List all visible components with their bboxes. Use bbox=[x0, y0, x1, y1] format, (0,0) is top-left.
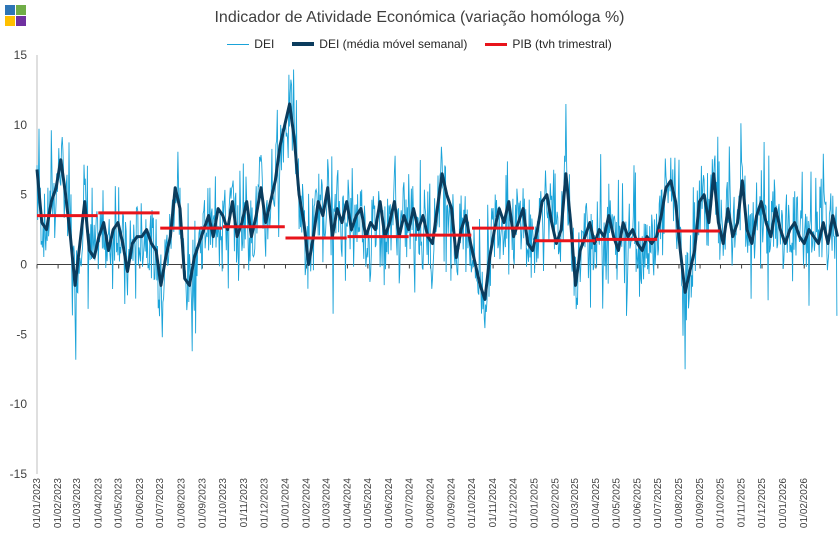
x-tick-label: 01/09/2024 bbox=[447, 478, 458, 528]
legend-label-dei-mm: DEI (média móvel semanal) bbox=[319, 37, 468, 51]
y-tick-label: -10 bbox=[10, 397, 28, 411]
x-tick-label: 01/11/2025 bbox=[737, 478, 748, 528]
y-tick-label: 0 bbox=[20, 258, 27, 272]
series-line-dei-mm bbox=[35, 102, 839, 301]
x-tick-label: 01/01/2024 bbox=[280, 478, 291, 528]
x-tick-label: 01/07/2024 bbox=[404, 478, 415, 528]
x-tick-label: 01/01/2026 bbox=[778, 478, 789, 528]
x-tick-label: 01/05/2024 bbox=[363, 478, 374, 528]
logo-square bbox=[5, 16, 15, 26]
logo-square bbox=[5, 5, 15, 15]
x-tick-label: 01/02/2026 bbox=[799, 478, 810, 528]
x-tick-label: 01/02/2025 bbox=[551, 478, 562, 528]
x-tick-label: 01/04/2023 bbox=[93, 478, 104, 528]
x-tick-label: 01/08/2024 bbox=[425, 478, 436, 528]
x-tick-label: 01/10/2024 bbox=[467, 478, 478, 528]
x-tick-label: 01/11/2024 bbox=[488, 478, 499, 528]
x-tick-label: 01/03/2023 bbox=[72, 478, 83, 528]
y-tick-label: -15 bbox=[10, 467, 28, 481]
x-tick-label: 01/03/2024 bbox=[321, 478, 332, 528]
y-tick-label: -5 bbox=[16, 327, 27, 341]
y-tick-label: 5 bbox=[20, 188, 27, 202]
x-tick-label: 01/06/2024 bbox=[384, 478, 395, 528]
legend-item-dei: DEI bbox=[227, 37, 274, 51]
x-tick-label: 01/05/2025 bbox=[611, 478, 622, 528]
y-tick-label: 10 bbox=[14, 118, 28, 132]
chart-title: Indicador de Atividade Económica (variaç… bbox=[214, 9, 625, 26]
logo-square bbox=[16, 16, 26, 26]
x-tick-label: 01/06/2023 bbox=[135, 478, 146, 528]
x-tick-label: 01/09/2023 bbox=[197, 478, 208, 528]
x-tick-label: 01/02/2024 bbox=[302, 478, 313, 528]
x-tick-label: 01/01/2023 bbox=[32, 478, 43, 528]
x-tick-label: 01/11/2023 bbox=[239, 478, 250, 528]
x-tick-label: 01/09/2025 bbox=[695, 478, 706, 528]
legend-swatch-dei bbox=[227, 43, 250, 45]
logo-square bbox=[16, 5, 26, 15]
x-tick-label: 01/01/2025 bbox=[530, 478, 541, 528]
legend-item-dei-mm: DEI (média móvel semanal) bbox=[292, 37, 467, 51]
chart-legend: DEI DEI (média móvel semanal) PIB (tvh t… bbox=[0, 37, 839, 51]
x-tick-label: 01/02/2023 bbox=[53, 478, 64, 528]
legend-swatch-pib bbox=[485, 42, 508, 46]
x-tick-label: 01/06/2025 bbox=[632, 478, 643, 528]
x-tick-label: 01/08/2023 bbox=[176, 478, 187, 528]
x-tick-label: 01/04/2024 bbox=[342, 478, 353, 528]
logo-icon bbox=[5, 5, 27, 27]
x-tick-label: 01/12/2023 bbox=[259, 478, 270, 528]
legend-label-dei: DEI bbox=[254, 37, 275, 51]
legend-swatch-dei-mm bbox=[292, 42, 315, 46]
x-tick-label: 01/10/2023 bbox=[218, 478, 229, 528]
x-tick-label: 01/08/2025 bbox=[674, 478, 685, 528]
x-tick-label: 01/07/2023 bbox=[155, 478, 166, 528]
legend-item-pib: PIB (tvh trimestral) bbox=[485, 37, 612, 51]
x-tick-label: 01/04/2025 bbox=[591, 478, 602, 528]
x-tick-label: 01/07/2025 bbox=[653, 478, 664, 528]
legend-label-pib: PIB (tvh trimestral) bbox=[512, 37, 612, 51]
y-tick-label: 15 bbox=[14, 48, 28, 62]
x-tick-label: 01/05/2023 bbox=[114, 478, 125, 528]
x-tick-label: 01/03/2025 bbox=[570, 478, 581, 528]
x-tick-label: 01/10/2025 bbox=[715, 478, 726, 528]
x-tick-label: 01/12/2024 bbox=[509, 478, 520, 528]
x-tick-label: 01/12/2025 bbox=[757, 478, 768, 528]
